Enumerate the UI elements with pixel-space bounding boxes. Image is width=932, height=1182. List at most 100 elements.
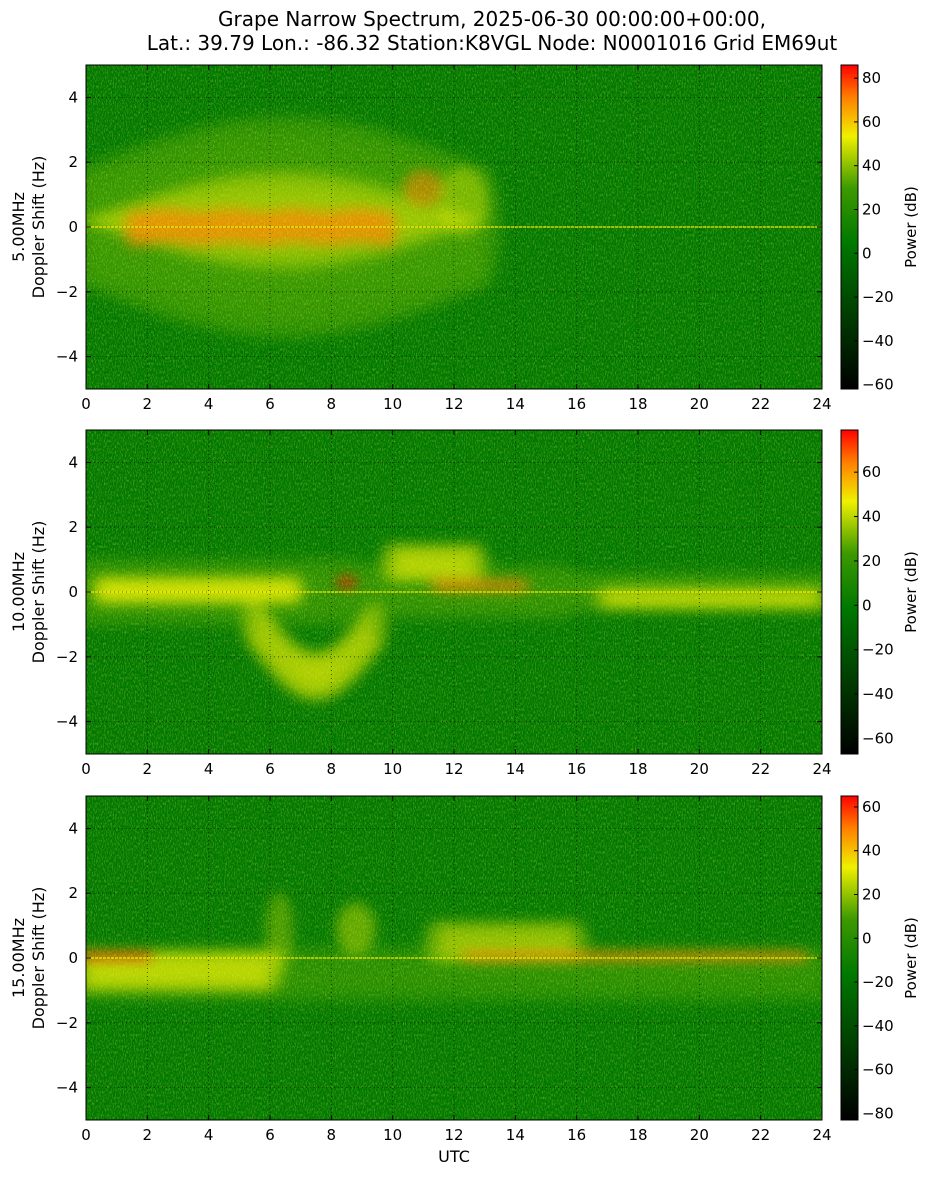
x-tick-label: 22	[751, 1126, 770, 1144]
colorbar: 60 40 20 0 −20 −40 −60 Power (dB)	[840, 429, 920, 755]
x-tick-label: 2	[143, 760, 153, 778]
x-tick-label: 2	[143, 1126, 153, 1144]
x-tick-label: 8	[327, 395, 337, 413]
colorbar-tick-label: −60	[862, 1061, 894, 1079]
y-tick-label: −2	[56, 1014, 78, 1032]
colorbar-tick-label: 40	[862, 508, 881, 526]
y-axis-label: Doppler Shift (Hz)	[29, 156, 48, 299]
colorbar-tick-label: 40	[862, 157, 881, 175]
y-tick-label: 4	[68, 819, 78, 837]
x-tick-label: 10	[383, 395, 402, 413]
x-tick-label: 16	[567, 1126, 586, 1144]
y-tick-label: −2	[56, 648, 78, 666]
x-tick-label: 20	[690, 760, 709, 778]
colorbar-tick-label: −20	[862, 288, 894, 306]
colorbar: 80 60 40 20 0 −20 −40 −60 Power (dB)	[840, 64, 920, 394]
x-tick-label: 24	[812, 395, 831, 413]
colorbar-tick-label: −80	[862, 1104, 894, 1122]
x-tick-label: 10	[383, 1126, 402, 1144]
x-tick-label: 14	[506, 395, 525, 413]
y-axis-label: Doppler Shift (Hz)	[29, 887, 48, 1030]
figure-title-line-1: Grape Narrow Spectrum, 2025-06-30 00:00:…	[218, 7, 766, 31]
x-tick-label: 14	[506, 760, 525, 778]
y-axis-label: 15.00MHz	[9, 918, 28, 998]
x-tick-label: 8	[327, 1126, 337, 1144]
y-tick-label: 4	[68, 88, 78, 106]
colorbar-tick-label: −40	[862, 332, 894, 350]
y-tick-label: −4	[56, 348, 78, 366]
y-tick-label: −4	[56, 1079, 78, 1097]
x-tick-label: 6	[265, 395, 275, 413]
grid	[86, 430, 822, 754]
colorbar-tick-label: −40	[862, 1017, 894, 1035]
colorbar-tick-label: 0	[862, 929, 872, 947]
x-tick-label: 6	[265, 1126, 275, 1144]
grid	[86, 796, 822, 1120]
x-tick-label: 16	[567, 395, 586, 413]
x-tick-label: 0	[81, 760, 91, 778]
colorbar-tick-label: 0	[862, 596, 872, 614]
x-tick-label: 12	[444, 395, 463, 413]
x-tick-label: 4	[204, 1126, 214, 1144]
colorbar-tick-label: 60	[862, 798, 881, 816]
x-tick-label: 24	[812, 1126, 831, 1144]
x-tick-label: 4	[204, 395, 214, 413]
colorbar-tick-label: 20	[862, 886, 881, 904]
y-tick-label: −4	[56, 713, 78, 731]
colorbar-tick-label: −60	[862, 376, 894, 394]
x-tick-label: 14	[506, 1126, 525, 1144]
colorbar-label: Power (dB)	[902, 917, 920, 999]
y-tick-label: 2	[68, 884, 78, 902]
y-tick-label: 4	[68, 453, 78, 471]
colorbar-tick-label: 60	[862, 113, 881, 131]
y-tick-label: 0	[68, 949, 78, 967]
y-axis-label: Doppler Shift (Hz)	[29, 521, 48, 664]
x-tick-label: 22	[751, 395, 770, 413]
y-tick-label: −2	[56, 283, 78, 301]
y-axis-label: 5.00MHz	[9, 192, 28, 262]
x-tick-label: 20	[690, 1126, 709, 1144]
x-tick-label: 18	[628, 395, 647, 413]
x-tick-label: 16	[567, 760, 586, 778]
colorbar-label: Power (dB)	[902, 186, 920, 268]
x-tick-label: 22	[751, 760, 770, 778]
x-axis-label: UTC	[438, 1147, 470, 1166]
colorbar: 60 40 20 0 −20 −40 −60 −80 Power (dB)	[840, 795, 920, 1122]
y-tick-label: 2	[68, 153, 78, 171]
colorbar-tick-label: 20	[862, 200, 881, 218]
y-axis-label: 10.00MHz	[9, 552, 28, 632]
colorbar-tick-label: −40	[862, 685, 894, 703]
colorbar-tick-label: −20	[862, 641, 894, 659]
y-tick-label: 0	[68, 583, 78, 601]
heatmap-1	[86, 65, 822, 389]
x-tick-label: 12	[444, 760, 463, 778]
x-tick-label: 0	[81, 1126, 91, 1144]
y-tick-label: 0	[68, 218, 78, 236]
x-tick-label: 0	[81, 395, 91, 413]
x-tick-label: 12	[444, 1126, 463, 1144]
colorbar-tick-label: −60	[862, 729, 894, 747]
grid	[86, 65, 822, 389]
x-tick-label: 18	[628, 760, 647, 778]
x-tick-label: 20	[690, 395, 709, 413]
x-tick-label: 24	[812, 760, 831, 778]
colorbar-label: Power (dB)	[902, 551, 920, 633]
figure-title-line-2: Lat.: 39.79 Lon.: -86.32 Station:K8VGL N…	[147, 31, 838, 55]
y-tick-label: 2	[68, 518, 78, 536]
colorbar-tick-label: 20	[862, 552, 881, 570]
x-tick-label: 6	[265, 760, 275, 778]
colorbar-tick-label: −20	[862, 973, 894, 991]
colorbar-tick-label: 60	[862, 463, 881, 481]
x-tick-label: 10	[383, 760, 402, 778]
colorbar-tick-label: 80	[862, 69, 881, 87]
x-tick-label: 18	[628, 1126, 647, 1144]
x-tick-label: 4	[204, 760, 214, 778]
x-tick-label: 2	[143, 395, 153, 413]
colorbar-tick-label: 40	[862, 842, 881, 860]
x-tick-label: 8	[327, 760, 337, 778]
